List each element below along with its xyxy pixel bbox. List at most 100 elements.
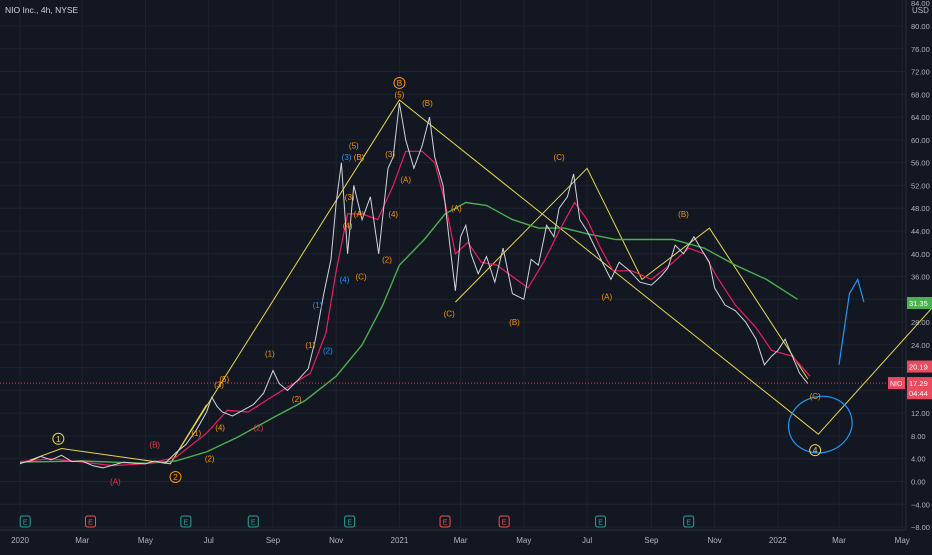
earnings-event-icon[interactable]: E	[344, 515, 356, 528]
wave-label: (2)	[205, 455, 215, 464]
event-marker-box	[180, 515, 192, 528]
x-tick-label: 2020	[11, 536, 29, 545]
wave-label: (B)	[678, 210, 689, 219]
price-tag-text: 20.19	[909, 363, 928, 372]
wave-label: B	[397, 78, 403, 88]
earnings-event-icon[interactable]: E	[595, 515, 607, 528]
series-layer	[0, 99, 932, 469]
y-tick-label: −4.00	[911, 500, 930, 509]
wave-label: (1)	[265, 349, 275, 358]
event-marker-box	[344, 515, 356, 528]
y-tick-label: −8.00	[911, 523, 930, 532]
y-tick-label: 44.00	[911, 227, 930, 236]
forecast-path	[838, 277, 865, 365]
wave-label: 2	[173, 472, 178, 482]
wave-label: (2)	[323, 347, 333, 356]
price-tag-bg	[907, 360, 932, 373]
event-marker-label: E	[251, 520, 256, 527]
wave-label: (4)	[340, 275, 350, 284]
symbol-legend: NIO Inc., 4h, NYSE	[5, 5, 79, 15]
wave-label: (3)	[345, 193, 355, 202]
y-tick-label: 40.00	[911, 250, 930, 259]
wave-label: (B)	[149, 440, 160, 449]
earnings-event-icon[interactable]: E	[439, 515, 451, 528]
wave-label: (2)	[382, 255, 392, 264]
wave-label: (5)	[219, 375, 229, 384]
y-tick-label: 28.00	[911, 318, 930, 327]
earnings-event-icon[interactable]: E	[683, 515, 695, 528]
event-marker-box	[247, 515, 259, 528]
ticker-tag-text: NIO	[890, 381, 903, 388]
x-tick-label: Sep	[266, 536, 281, 545]
ma-slow-line	[19, 201, 798, 465]
earnings-event-icon[interactable]: E	[247, 515, 259, 528]
wave-label: (3)	[214, 381, 224, 390]
wave-label: (5)	[395, 90, 405, 99]
y-tick-label: 84.00	[911, 0, 930, 8]
wave-label: (4)	[215, 423, 225, 432]
price-tag-text: 31.35	[909, 299, 928, 308]
event-marker-label: E	[347, 520, 352, 527]
y-tick-label: 76.00	[911, 45, 930, 54]
y-tick-label: 80.00	[911, 22, 930, 31]
earnings-event-icon[interactable]: E	[19, 515, 31, 528]
wave-label: (A)	[354, 210, 365, 219]
wave-label: 4	[813, 445, 818, 455]
ma-fast-line	[19, 150, 811, 467]
price-tag-bg	[907, 297, 932, 310]
x-tick-label: May	[895, 536, 910, 545]
x-tick-label: Mar	[832, 536, 846, 545]
y-tick-label: 56.00	[911, 159, 930, 168]
wave-label: (3)	[342, 153, 352, 162]
x-tick-label: Jul	[582, 536, 592, 545]
event-marker-box	[498, 515, 510, 528]
y-tick-label: 8.00	[911, 432, 926, 441]
earnings-event-icon[interactable]: E	[498, 515, 510, 528]
y-tick-label: 24.00	[911, 341, 930, 350]
x-tick-label: Nov	[329, 536, 343, 545]
x-tick-label: May	[138, 536, 153, 545]
x-tick-label: 2021	[391, 536, 409, 545]
event-marker-label: E	[443, 520, 448, 527]
wave-label-circle	[393, 76, 406, 89]
wave-label: (4)	[388, 210, 398, 219]
price-tag-bg	[907, 387, 932, 400]
wave-label: (C)	[810, 392, 821, 401]
wave-label: (4)	[343, 221, 353, 230]
event-marker-label: E	[88, 520, 93, 527]
wave-trendline	[169, 404, 208, 465]
event-marker-label: E	[184, 520, 189, 527]
wave-label: (B)	[354, 153, 365, 162]
wave-label-circle	[809, 444, 822, 457]
y-tick-label: 52.00	[911, 181, 930, 190]
x-tick-label: Jul	[204, 536, 214, 545]
wave-label-circle	[169, 470, 182, 483]
wave-label: (A)	[451, 204, 462, 213]
wave-label: (C)	[554, 153, 565, 162]
y-tick-label: 64.00	[911, 113, 930, 122]
wave-label: (C)	[356, 273, 367, 282]
wave-trendline	[455, 167, 809, 380]
wave-label: (5)	[349, 142, 359, 151]
earnings-event-icon[interactable]: E	[180, 515, 192, 528]
earnings-event-icon[interactable]: E	[84, 515, 96, 528]
wave-label: (2)	[292, 395, 302, 404]
wave-label: (C)	[444, 310, 455, 319]
event-marker-box	[439, 515, 451, 528]
event-marker-box	[683, 515, 695, 528]
wave-label: (A)	[400, 176, 411, 185]
event-marker-label: E	[686, 520, 691, 527]
x-tick-label: 2022	[769, 536, 787, 545]
wave-label: (B)	[509, 318, 520, 327]
wave-label: 1	[56, 434, 61, 444]
wave-label: (A)	[110, 478, 121, 487]
x-tick-label: Sep	[644, 536, 659, 545]
y-tick-label: 0.00	[911, 478, 926, 487]
x-axis: 2020 Mar May Jul Sep Nov 2021 Mar May Jul Sep Nov 20…	[11, 536, 910, 545]
event-marker-label: E	[598, 520, 603, 527]
x-tick-label: Nov	[707, 536, 721, 545]
